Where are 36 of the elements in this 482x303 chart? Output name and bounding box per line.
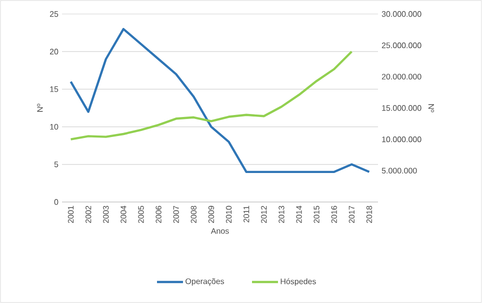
y2-axis-title: Nº [428, 104, 434, 112]
y-tick-label: 25 [50, 11, 58, 17]
x-tick-label: 2007 [173, 206, 179, 223]
legend-label: Hóspedes [280, 278, 316, 286]
x-tick-label: 2017 [348, 206, 354, 223]
legend-label: Operações [186, 278, 224, 286]
x-tick-label: 2009 [208, 206, 214, 223]
y-tick-label: 10 [50, 124, 58, 130]
x-tick-label: 2013 [278, 206, 284, 223]
y-tick-label: 20 [50, 48, 58, 54]
y-tick-label: 15 [50, 86, 58, 92]
x-tick-label: 2005 [138, 206, 144, 223]
y2-tick-label: 30.000.000 [382, 11, 422, 17]
x-tick-label: 2008 [190, 206, 196, 223]
y-tick-label: 0 [54, 199, 58, 205]
y2-tick-label: 15.000.000 [382, 105, 422, 111]
x-tick-label: 2006 [156, 206, 162, 223]
x-axis-title: Anos [210, 228, 229, 234]
y2-tick-label: 5.000.000 [382, 168, 417, 174]
x-tick-label: 2016 [331, 206, 337, 223]
y-axis-title: Nº [37, 104, 43, 112]
x-tick-label: 2010 [226, 206, 232, 223]
x-tick-label: 2002 [86, 206, 92, 223]
y2-tick-label: 10.000.000 [382, 136, 422, 142]
y2-tick-label: 20.000.000 [382, 74, 422, 80]
y-tick-label: 5 [54, 162, 58, 168]
x-tick-label: 2012 [261, 206, 267, 223]
x-tick-label: 2001 [68, 206, 74, 223]
line-series [70, 50, 353, 140]
y2-tick-label: 25.000.000 [382, 42, 422, 48]
x-tick-label: 2015 [314, 206, 320, 223]
x-tick-label: 2004 [120, 206, 126, 223]
x-tick-label: 2003 [103, 206, 109, 223]
x-tick-label: 2018 [366, 206, 372, 223]
x-tick-label: 2011 [244, 206, 250, 222]
x-tick-label: 2014 [296, 206, 302, 223]
